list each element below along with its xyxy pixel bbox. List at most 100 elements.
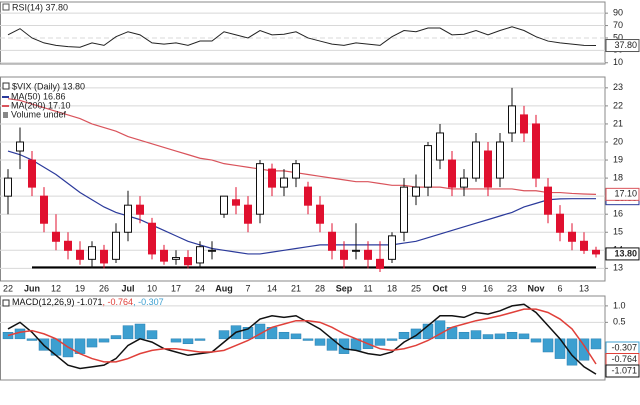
x-tick-label: Aug: [215, 283, 233, 293]
x-tick-label: Jun: [24, 283, 40, 293]
candle-body: [580, 240, 588, 251]
x-tick-label: 22: [3, 283, 13, 293]
histogram-bar: [278, 331, 290, 340]
candle-body: [376, 258, 384, 269]
histogram-bar: [434, 320, 446, 340]
macd-line: [7, 303, 597, 375]
y-tick-label: 19: [613, 154, 623, 164]
legend-label: Volume undef: [11, 109, 67, 119]
y-tick-label: 21: [613, 118, 623, 128]
candle-body: [268, 168, 276, 188]
histogram-bar: [218, 330, 230, 340]
moving-average-line: [7, 150, 596, 255]
y-tick-label: 50: [613, 32, 623, 42]
rsi-line: [7, 26, 597, 48]
candle-body: [4, 177, 12, 197]
y-tick-label: 1.0: [613, 300, 626, 310]
histogram-bar: [458, 331, 470, 340]
candle-body: [460, 177, 468, 188]
candle-body: [244, 204, 252, 224]
candle-body: [532, 123, 540, 179]
candle-body: [292, 163, 300, 179]
histogram-bar: [170, 338, 182, 343]
x-tick-label: 26: [99, 283, 109, 293]
candle-body: [328, 231, 336, 251]
legend-icon: [2, 82, 10, 90]
value-label: 37.80: [614, 40, 637, 50]
candle-body: [508, 105, 516, 134]
value-label: -1.071: [611, 365, 637, 375]
x-tick-label: 23: [507, 283, 517, 293]
panel-title: $VIX (Daily) 13.80: [12, 81, 85, 91]
legend-label: MA(200) 17.10: [11, 100, 71, 110]
x-tick-label: 10: [147, 283, 157, 293]
y-tick-label: 16: [613, 209, 623, 219]
histogram-bar: [326, 338, 338, 351]
candle-body: [40, 195, 48, 224]
candle-body: [16, 141, 24, 152]
candle-body: [520, 114, 528, 134]
histogram-bar: [410, 328, 422, 340]
histogram-bar: [110, 335, 122, 340]
histogram-bar: [26, 338, 38, 341]
candle-body: [340, 249, 348, 260]
x-tick-label: 18: [387, 283, 397, 293]
histogram-bar: [542, 338, 554, 353]
x-tick-label: 16: [483, 283, 493, 293]
x-tick-label: 7: [245, 283, 250, 293]
panel-frame: [0, 1, 606, 65]
legend-label: , -0.764: [103, 297, 134, 307]
candle-body: [364, 249, 372, 260]
x-tick-label: Oct: [432, 283, 447, 293]
x-tick-label: 9: [461, 283, 466, 293]
histogram-bar: [506, 331, 518, 340]
histogram-bar: [494, 333, 506, 340]
candle-body: [472, 141, 480, 179]
candle-body: [256, 163, 264, 215]
histogram-bar: [2, 331, 14, 340]
candle-body: [388, 235, 396, 260]
candle-body: [88, 246, 96, 260]
candle-body: [232, 199, 240, 206]
candle-body: [136, 204, 144, 215]
value-label: 13.80: [614, 248, 637, 258]
candle-body: [496, 141, 504, 179]
y-tick-label: 23: [613, 82, 623, 92]
value-label-box: [605, 39, 640, 53]
histogram-bar: [194, 338, 206, 341]
legend-icon: [2, 299, 10, 307]
candle-body: [124, 204, 132, 233]
candle-body: [436, 132, 444, 161]
histogram-bar: [86, 338, 98, 348]
histogram-bar: [122, 325, 134, 340]
y-tick-label: 15: [613, 227, 623, 237]
candle-body: [304, 186, 312, 206]
candle-body: [52, 231, 60, 242]
x-tick-label: 6: [557, 283, 562, 293]
candle-body: [28, 159, 36, 188]
panel-frame: [0, 295, 606, 381]
x-tick-label: 25: [411, 283, 421, 293]
candle-body: [556, 213, 564, 233]
value-label-box: [605, 247, 640, 261]
candle-body: [544, 186, 552, 215]
x-tick-label: 19: [75, 283, 85, 293]
candle-body: [208, 249, 216, 252]
histogram-bar: [146, 330, 158, 340]
histogram-bar: [182, 338, 194, 345]
candle-body: [424, 145, 432, 188]
candle-body: [172, 257, 180, 260]
x-tick-label: 24: [195, 283, 205, 293]
panel-frame: [0, 76, 606, 282]
histogram-bar: [338, 338, 350, 354]
candle-body: [220, 195, 228, 215]
moving-average-line: [7, 98, 597, 195]
candle-body: [568, 231, 576, 242]
histogram-bar: [374, 338, 386, 346]
x-tick-label: Jul: [121, 283, 134, 293]
y-tick-label: 13: [613, 263, 623, 273]
candle-body: [112, 231, 120, 260]
candle-body: [160, 249, 168, 262]
histogram-bar: [398, 331, 410, 340]
